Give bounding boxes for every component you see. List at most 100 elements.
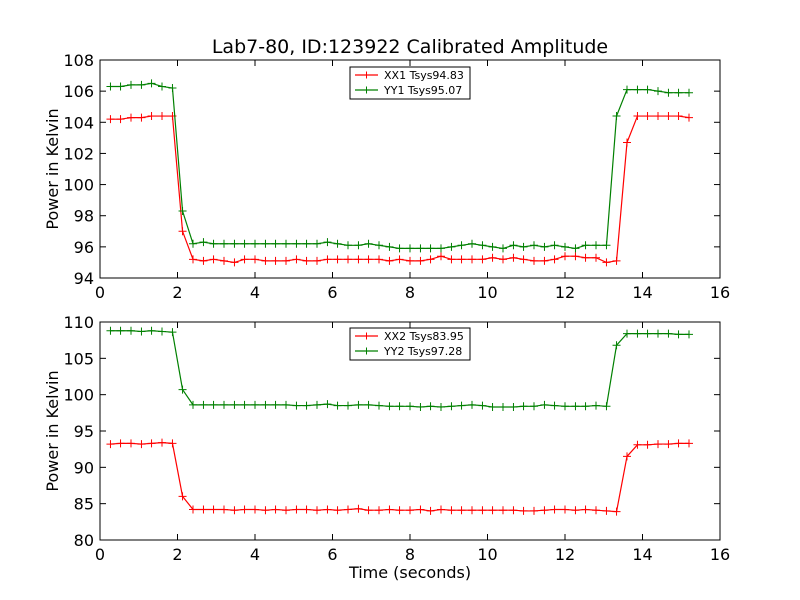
data-point xyxy=(468,239,476,248)
data-point xyxy=(220,256,228,265)
data-point xyxy=(364,239,373,248)
data-point xyxy=(116,115,125,124)
series-2 xyxy=(106,79,693,253)
data-point xyxy=(674,330,683,339)
data-point xyxy=(416,244,425,253)
data-point xyxy=(302,505,311,514)
x-tick-label: 4 xyxy=(250,545,260,564)
data-point xyxy=(302,401,311,410)
data-point xyxy=(540,242,549,251)
data-point xyxy=(509,241,518,250)
data-point xyxy=(106,115,115,124)
data-point xyxy=(643,440,652,449)
data-point xyxy=(251,400,259,409)
data-point xyxy=(602,402,611,411)
legend-box xyxy=(349,66,471,100)
data-point xyxy=(654,440,662,449)
data-point xyxy=(199,505,208,514)
data-point xyxy=(685,113,693,122)
data-point xyxy=(178,492,187,501)
data-point xyxy=(158,82,166,91)
legend-label: XX1 Tsys94.83 xyxy=(384,69,464,82)
data-point xyxy=(313,256,321,265)
data-point xyxy=(178,207,187,216)
y-tick-label: 102 xyxy=(63,144,94,163)
data-point xyxy=(230,506,239,515)
data-point xyxy=(674,112,683,121)
data-point xyxy=(354,400,363,409)
data-point xyxy=(468,400,476,409)
data-point xyxy=(313,239,321,248)
data-point xyxy=(530,506,538,515)
data-point xyxy=(643,85,652,94)
data-point xyxy=(623,329,631,338)
data-point xyxy=(633,440,642,449)
data-point xyxy=(323,238,332,247)
data-point xyxy=(612,507,621,516)
data-point xyxy=(592,253,600,262)
data-point xyxy=(261,400,270,409)
data-point xyxy=(375,255,383,264)
data-point xyxy=(116,326,125,335)
data-point xyxy=(406,244,414,253)
data-point xyxy=(623,452,631,461)
data-point xyxy=(416,256,425,265)
legend-marker xyxy=(363,71,370,79)
figure-title: Lab7-80, ID:123922 Calibrated Amplitude xyxy=(212,36,608,58)
data-point xyxy=(209,239,218,248)
data-point xyxy=(530,256,538,265)
data-point xyxy=(354,241,363,250)
x-tick-label: 8 xyxy=(405,545,415,564)
data-point xyxy=(251,239,259,248)
x-tick-label: 12 xyxy=(555,283,575,302)
data-point xyxy=(633,329,642,338)
y-tick-label: 98 xyxy=(74,207,94,226)
x-tick-label: 14 xyxy=(632,283,652,302)
data-point xyxy=(674,88,683,97)
data-point xyxy=(323,400,332,409)
data-point xyxy=(385,505,394,514)
data-point xyxy=(127,113,135,122)
data-point xyxy=(581,241,590,250)
data-point xyxy=(426,244,435,253)
data-point xyxy=(447,242,456,251)
data-point xyxy=(654,329,662,338)
x-tick-label: 0 xyxy=(95,545,105,564)
data-point xyxy=(685,330,693,339)
data-point xyxy=(664,112,673,121)
data-point xyxy=(685,439,693,448)
data-point xyxy=(344,505,352,514)
data-point xyxy=(416,505,425,514)
data-point xyxy=(519,506,528,515)
data-point xyxy=(313,506,321,515)
data-point xyxy=(685,88,693,97)
data-point xyxy=(106,440,115,449)
data-point xyxy=(220,505,228,514)
data-point xyxy=(519,402,528,411)
data-point xyxy=(602,258,611,267)
data-point xyxy=(457,401,466,410)
data-point xyxy=(633,112,642,121)
data-point xyxy=(571,252,580,261)
x-tick-label: 0 xyxy=(95,283,105,302)
data-point xyxy=(189,400,197,409)
data-point xyxy=(333,506,342,515)
data-point xyxy=(147,79,156,88)
data-point xyxy=(395,244,404,253)
data-point xyxy=(199,238,208,247)
y-tick-label: 94 xyxy=(74,269,94,288)
data-point xyxy=(426,402,435,411)
data-point xyxy=(664,440,673,449)
data-point xyxy=(468,506,476,515)
data-point xyxy=(147,439,156,448)
data-point xyxy=(127,80,135,89)
data-point xyxy=(292,239,301,248)
data-point xyxy=(499,244,507,253)
data-point xyxy=(561,505,569,514)
data-point xyxy=(147,326,156,335)
data-point xyxy=(633,85,642,94)
data-point xyxy=(189,255,197,264)
data-point xyxy=(612,112,621,121)
data-point xyxy=(323,505,332,514)
data-point xyxy=(158,327,166,336)
